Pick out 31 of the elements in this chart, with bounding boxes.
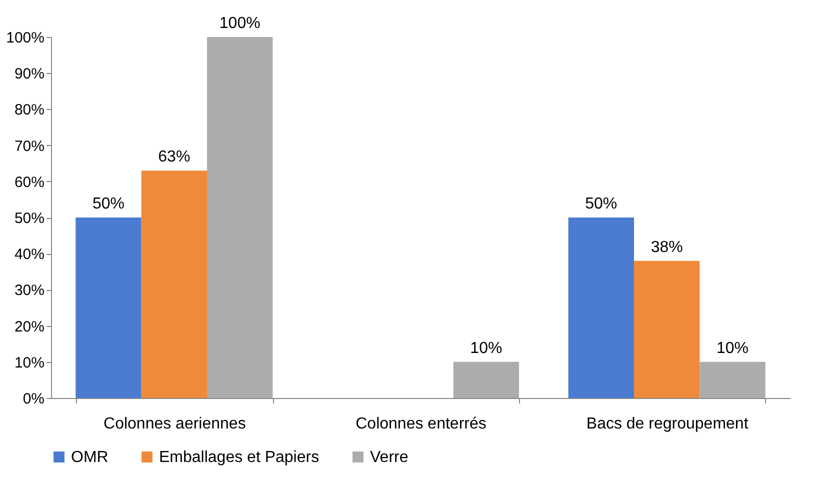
data-label: 50% bbox=[585, 196, 618, 212]
y-tick-label: 50% bbox=[14, 210, 44, 227]
y-tick-label: 70% bbox=[14, 138, 44, 155]
data-label: 63% bbox=[158, 148, 190, 166]
data-label: 10% bbox=[716, 340, 749, 357]
bar bbox=[76, 218, 142, 398]
legend-label: OMR bbox=[71, 449, 108, 466]
y-tick-label: 60% bbox=[14, 174, 44, 191]
legend-label: Emballages et Papiers bbox=[159, 449, 320, 466]
bar bbox=[141, 170, 208, 398]
data-label: 50% bbox=[92, 196, 124, 212]
x-tick-label: Bacs de regroupement bbox=[586, 416, 749, 432]
y-tick-label: 10% bbox=[14, 354, 44, 372]
bar bbox=[207, 37, 273, 398]
y-tick-label: 30% bbox=[14, 282, 44, 300]
x-tick-label: Colonnes enterrés bbox=[356, 416, 486, 432]
data-label: 10% bbox=[470, 340, 502, 357]
y-tick-label: 20% bbox=[14, 318, 44, 336]
data-label: 38% bbox=[650, 238, 683, 256]
y-tick-label: 0% bbox=[22, 390, 44, 408]
bar bbox=[700, 362, 766, 398]
y-tick-label: 90% bbox=[14, 66, 44, 83]
y-tick-label: 100% bbox=[6, 30, 44, 46]
x-tick-label: Colonnes aeriennes bbox=[104, 416, 246, 432]
bar bbox=[453, 362, 520, 398]
bar bbox=[634, 260, 700, 398]
bar bbox=[568, 218, 634, 398]
legend-label: Verre bbox=[370, 449, 408, 466]
data-label: 100% bbox=[219, 15, 260, 32]
y-tick-label: 40% bbox=[14, 246, 44, 264]
y-tick-label: 80% bbox=[14, 102, 44, 119]
